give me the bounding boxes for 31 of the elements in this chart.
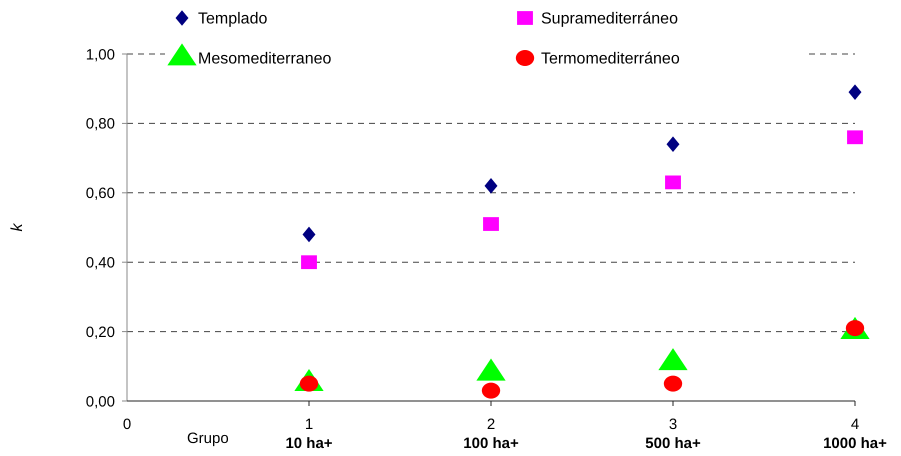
point xyxy=(483,217,499,231)
x-tick-label: 4 xyxy=(850,416,860,433)
y-tick-label: 0,20 xyxy=(86,324,115,341)
point xyxy=(301,255,317,270)
y-tick-label: 1,00 xyxy=(86,46,115,64)
x-tick-label: 3 xyxy=(668,416,678,433)
x-tick-label: 2 xyxy=(486,416,496,433)
point xyxy=(665,176,681,190)
y-tick-label: 0,00 xyxy=(86,393,115,410)
legend-label: Mesomediterraneo xyxy=(198,50,332,68)
point xyxy=(847,130,863,144)
y-tick-label: 0,60 xyxy=(86,185,115,202)
y-tick-label: 0,80 xyxy=(86,116,115,133)
point xyxy=(848,84,862,100)
point xyxy=(666,136,680,152)
y-tick-label: 0,40 xyxy=(86,254,115,272)
legend-label: Termomediterráneo xyxy=(541,50,680,68)
legend-label: Supramediterráneo xyxy=(541,10,678,28)
x-tick-label: 0 xyxy=(122,416,132,433)
point xyxy=(302,226,316,242)
legend-label: Templado xyxy=(198,10,268,28)
point xyxy=(484,178,498,194)
text: Grupo xyxy=(187,430,229,447)
text: 10 ha+ xyxy=(285,435,333,452)
x-tick-label: 1 xyxy=(304,416,314,433)
text: 500 ha+ xyxy=(645,435,701,452)
point xyxy=(664,376,682,392)
text: 1000 ha+ xyxy=(823,435,888,452)
text: 100 ha+ xyxy=(463,435,519,452)
y-axis-title: k xyxy=(9,222,26,232)
point xyxy=(482,382,500,399)
